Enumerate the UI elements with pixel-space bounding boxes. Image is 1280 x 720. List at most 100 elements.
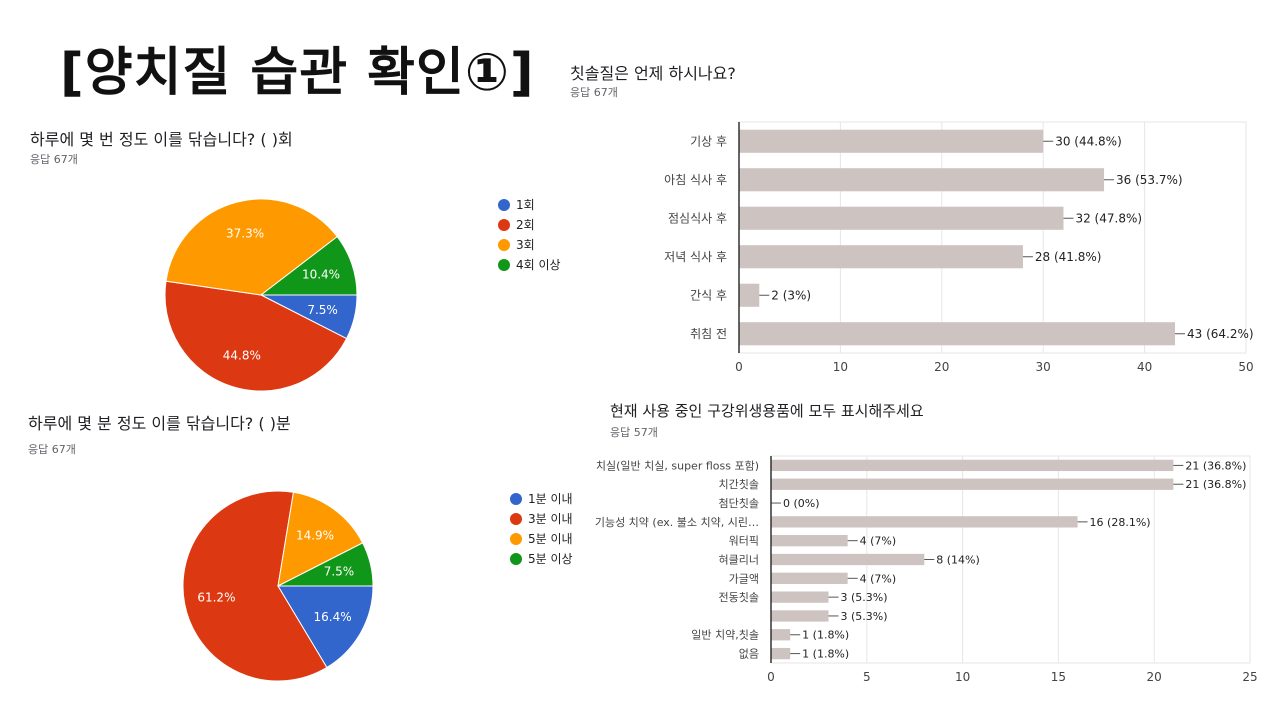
bar2-bar-8 <box>771 610 829 622</box>
pie2-subtitle: 응답 67개 <box>28 443 76 456</box>
pie2-legend-item-1: 3분 이내 <box>510 510 573 527</box>
pie1-slice-2 <box>165 198 338 296</box>
bar2-bar-9 <box>771 629 791 641</box>
bar1-tick-label-0: 0 <box>735 360 743 374</box>
pie1-slice-label-0: 7.5% <box>307 303 338 317</box>
bar2-bar-5 <box>771 553 925 566</box>
page-title: [양치질 습관 확인①] <box>60 43 535 103</box>
pie1-legend-item-1: 2회 <box>498 216 535 233</box>
pie2-legend-item-3: 5분 이상 <box>510 550 573 567</box>
bar2-bar-1 <box>771 478 1174 490</box>
pie1-slice-3 <box>259 235 358 296</box>
bar2-data-label-8: 3 (5.3%) <box>840 610 887 623</box>
pie2-legend-dot-0 <box>510 492 522 505</box>
bar2-category-label-10: 없음 <box>739 648 759 661</box>
bar1-tick-label-4: 40 <box>1137 360 1152 374</box>
pie1-legend-item-2: 3회 <box>498 236 535 253</box>
bar2-bar-0 <box>771 459 1174 472</box>
pie2-slice-label-3: 7.5% <box>324 564 355 578</box>
bar1-data-label-3: 28 (41.8%) <box>1035 250 1102 264</box>
pie2-legend-item-2: 5분 이내 <box>510 530 573 547</box>
pie2-legend-dot-3 <box>510 552 522 565</box>
pie1-slice-label-3: 10.4% <box>302 268 340 282</box>
bar1-subtitle: 응답 67개 <box>570 86 618 99</box>
pie2-slice-2 <box>277 491 364 587</box>
pie1-slice-label-2: 37.3% <box>226 227 264 241</box>
bar1-bar-4 <box>739 283 760 307</box>
bar1-tick-label-3: 30 <box>1036 360 1051 374</box>
bar2-title: 현재 사용 중인 구강위생용품에 모두 표시해주세요 <box>610 402 924 420</box>
bar2-bar-3 <box>771 516 1078 528</box>
bar2-tick-label-0: 0 <box>767 670 775 684</box>
bar2-tick-label-1: 5 <box>863 670 871 684</box>
bar1-bar-5 <box>739 322 1176 346</box>
pie1-title: 하루에 몇 번 정도 이를 닦습니다? ( )회 <box>30 130 293 149</box>
bar2-data-label-6: 4 (7%) <box>860 572 897 585</box>
pie2-legend-dot-2 <box>510 532 522 545</box>
bar1-bar-3 <box>739 245 1023 269</box>
bar2-category-label-3: 기능성 치약 (ex. 불소 치약, 시린… <box>595 515 759 529</box>
bar2-category-label-4: 워터픽 <box>729 535 759 548</box>
bar1-category-label-2: 점심식사 후 <box>668 212 727 226</box>
pie1-legend-label-2: 3회 <box>516 238 535 252</box>
bar2-category-label-9: 일반 치약,칫솔 <box>691 628 759 642</box>
pie1-legend-label-0: 1회 <box>516 198 535 212</box>
bar2-category-label-5: 혀클리너 <box>719 553 759 566</box>
bar1-data-label-0: 30 (44.8%) <box>1055 135 1122 149</box>
bar1-bar-2 <box>739 206 1064 230</box>
bar2-tick-label-5: 25 <box>1242 670 1257 684</box>
bar2-chart: 0 5 10 15 20 25 21 (36.8%) 치실(일반 치실, super flos… <box>595 455 1258 684</box>
pie1-subtitle: 응답 67개 <box>30 153 78 166</box>
bar1-data-label-2: 32 (47.8%) <box>1075 212 1142 226</box>
bar2-tick-label-3: 15 <box>1051 670 1066 684</box>
pie1-legend-label-3: 4회 이상 <box>516 258 561 272</box>
bar2-bar-4 <box>771 535 848 547</box>
pie1-legend: 1회 2회 3회 4회 이상 <box>498 196 608 276</box>
bar2-tick-label-4: 20 <box>1147 670 1162 684</box>
bar2-data-label-1: 21 (36.8%) <box>1185 478 1246 491</box>
bar1-title: 칫솔질은 언제 하시나요? <box>570 64 736 83</box>
pie2-legend-item-0: 1분 이내 <box>510 490 573 507</box>
bar1-chart: 0 10 20 30 40 50 30 (44.8%) 기상 후 36 (53.7%) 아침 식사… <box>664 121 1254 374</box>
pie2-legend-label-2: 5분 이내 <box>528 532 573 546</box>
bar1-category-label-4: 간식 후 <box>690 289 727 303</box>
bar1-category-label-0: 기상 후 <box>690 135 727 149</box>
bar2-tick-label-2: 10 <box>955 670 970 684</box>
pie2-legend-label-0: 1분 이내 <box>528 492 573 506</box>
bar2-data-label-5: 8 (14%) <box>936 553 980 566</box>
bar2-data-label-2: 0 (0%) <box>783 497 820 510</box>
pie2-legend-label-3: 5분 이상 <box>528 552 573 566</box>
bar2-data-label-7: 3 (5.3%) <box>840 591 887 604</box>
bar2-data-label-10: 1 (1.8%) <box>802 648 849 661</box>
bar2-category-label-2: 첨단칫솔 <box>719 497 759 510</box>
bar2-subtitle: 응답 57개 <box>610 426 658 439</box>
pie1-legend-dot-1 <box>498 218 510 231</box>
bar1-category-label-3: 저녁 식사 후 <box>664 250 727 264</box>
bar2-bar-7 <box>771 591 829 603</box>
pie2-slice-label-0: 16.4% <box>313 610 351 624</box>
pie1-legend-item-0: 1회 <box>498 196 535 213</box>
pie2-chart: 16.4% 61.2% 14.9% 7.5% <box>182 490 374 682</box>
bar1-plot-frame <box>738 121 1247 354</box>
pie2-slice-3 <box>277 542 374 587</box>
pie2-legend-label-1: 3분 이내 <box>528 512 573 526</box>
bar1-category-label-5: 취침 전 <box>690 327 727 341</box>
bar2-data-label-9: 1 (1.8%) <box>802 629 849 642</box>
bar2-bar-10 <box>771 647 791 660</box>
bar1-data-label-4: 2 (3%) <box>771 289 811 303</box>
pie1-legend-item-3: 4회 이상 <box>498 256 561 273</box>
bar1-data-label-1: 36 (53.7%) <box>1116 173 1183 187</box>
pie1-slice-label-1: 44.8% <box>223 348 261 362</box>
pie1-legend-dot-2 <box>498 238 510 251</box>
bar2-data-label-4: 4 (7%) <box>860 535 897 548</box>
bar2-category-label-7: 전동칫솔 <box>719 591 759 604</box>
bar1-tick-label-2: 20 <box>934 360 949 374</box>
pie2-slice-0 <box>277 585 374 669</box>
pie2-legend-dot-1 <box>510 512 522 525</box>
pie2-legend: 1분 이내 3분 이내 5분 이내 5분 이상 <box>510 490 610 570</box>
bar1-bar-0 <box>739 129 1044 153</box>
pie1-legend-label-1: 2회 <box>516 218 535 232</box>
bar2-category-label-0: 치실(일반 치실, super floss 포함) <box>596 458 759 472</box>
bar2-category-label-1: 치간칫솔 <box>719 478 759 491</box>
bar2-data-label-3: 16 (28.1%) <box>1090 516 1151 529</box>
